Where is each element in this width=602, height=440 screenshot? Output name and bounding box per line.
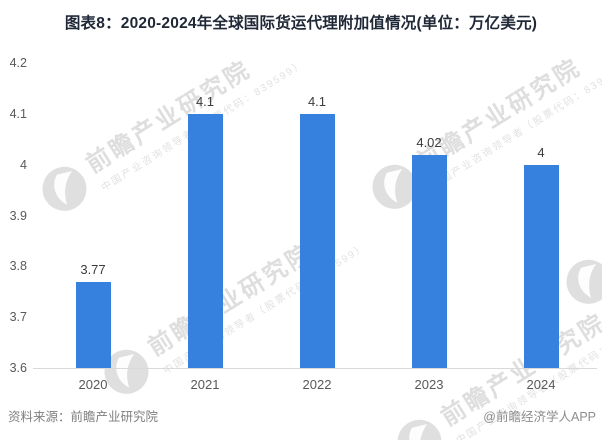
bar-2021 [187, 113, 223, 368]
bar-value-label: 4.1 [307, 93, 327, 109]
x-axis-line [33, 368, 597, 369]
bar-value-label: 4.1 [195, 93, 215, 109]
y-tick-label: 3.7 [9, 310, 27, 325]
bar-value-label: 3.77 [80, 261, 106, 277]
y-axis: 4.2 4.1 4 3.9 3.8 3.7 3.6 [0, 0, 27, 440]
bar-2024 [523, 164, 559, 368]
source-note: 资料来源：前瞻产业研究院 [8, 410, 159, 424]
x-tick-label: 2022 [302, 377, 332, 392]
y-tick-label: 4.2 [9, 56, 27, 70]
y-tick-label: 3.8 [9, 259, 27, 274]
x-tick-label: 2024 [526, 377, 556, 392]
qianzhan-logo-watermark-icon [397, 419, 442, 440]
x-tick-label: 2020 [78, 377, 108, 392]
chart-title: 图表8：2020-2024年全球国际货运代理附加值情况(单位：万亿美元) [64, 15, 538, 32]
bar-2020 [75, 281, 111, 368]
bar-value-label: 4 [537, 144, 545, 160]
y-tick-label: 4 [20, 157, 27, 172]
credit-note: @前瞻经济学人APP [483, 410, 596, 424]
bar-2022 [299, 113, 335, 368]
y-tick-label: 3.6 [9, 361, 27, 375]
bar-2023 [411, 154, 447, 368]
x-tick-label: 2021 [190, 377, 220, 392]
y-tick-label: 3.9 [9, 208, 27, 223]
plot-area: 3.77 4.1 4.1 4.02 4 [37, 63, 597, 368]
y-tick-label: 4.1 [9, 106, 27, 121]
x-tick-label: 2023 [414, 377, 444, 392]
bar-value-label: 4.02 [416, 134, 442, 150]
